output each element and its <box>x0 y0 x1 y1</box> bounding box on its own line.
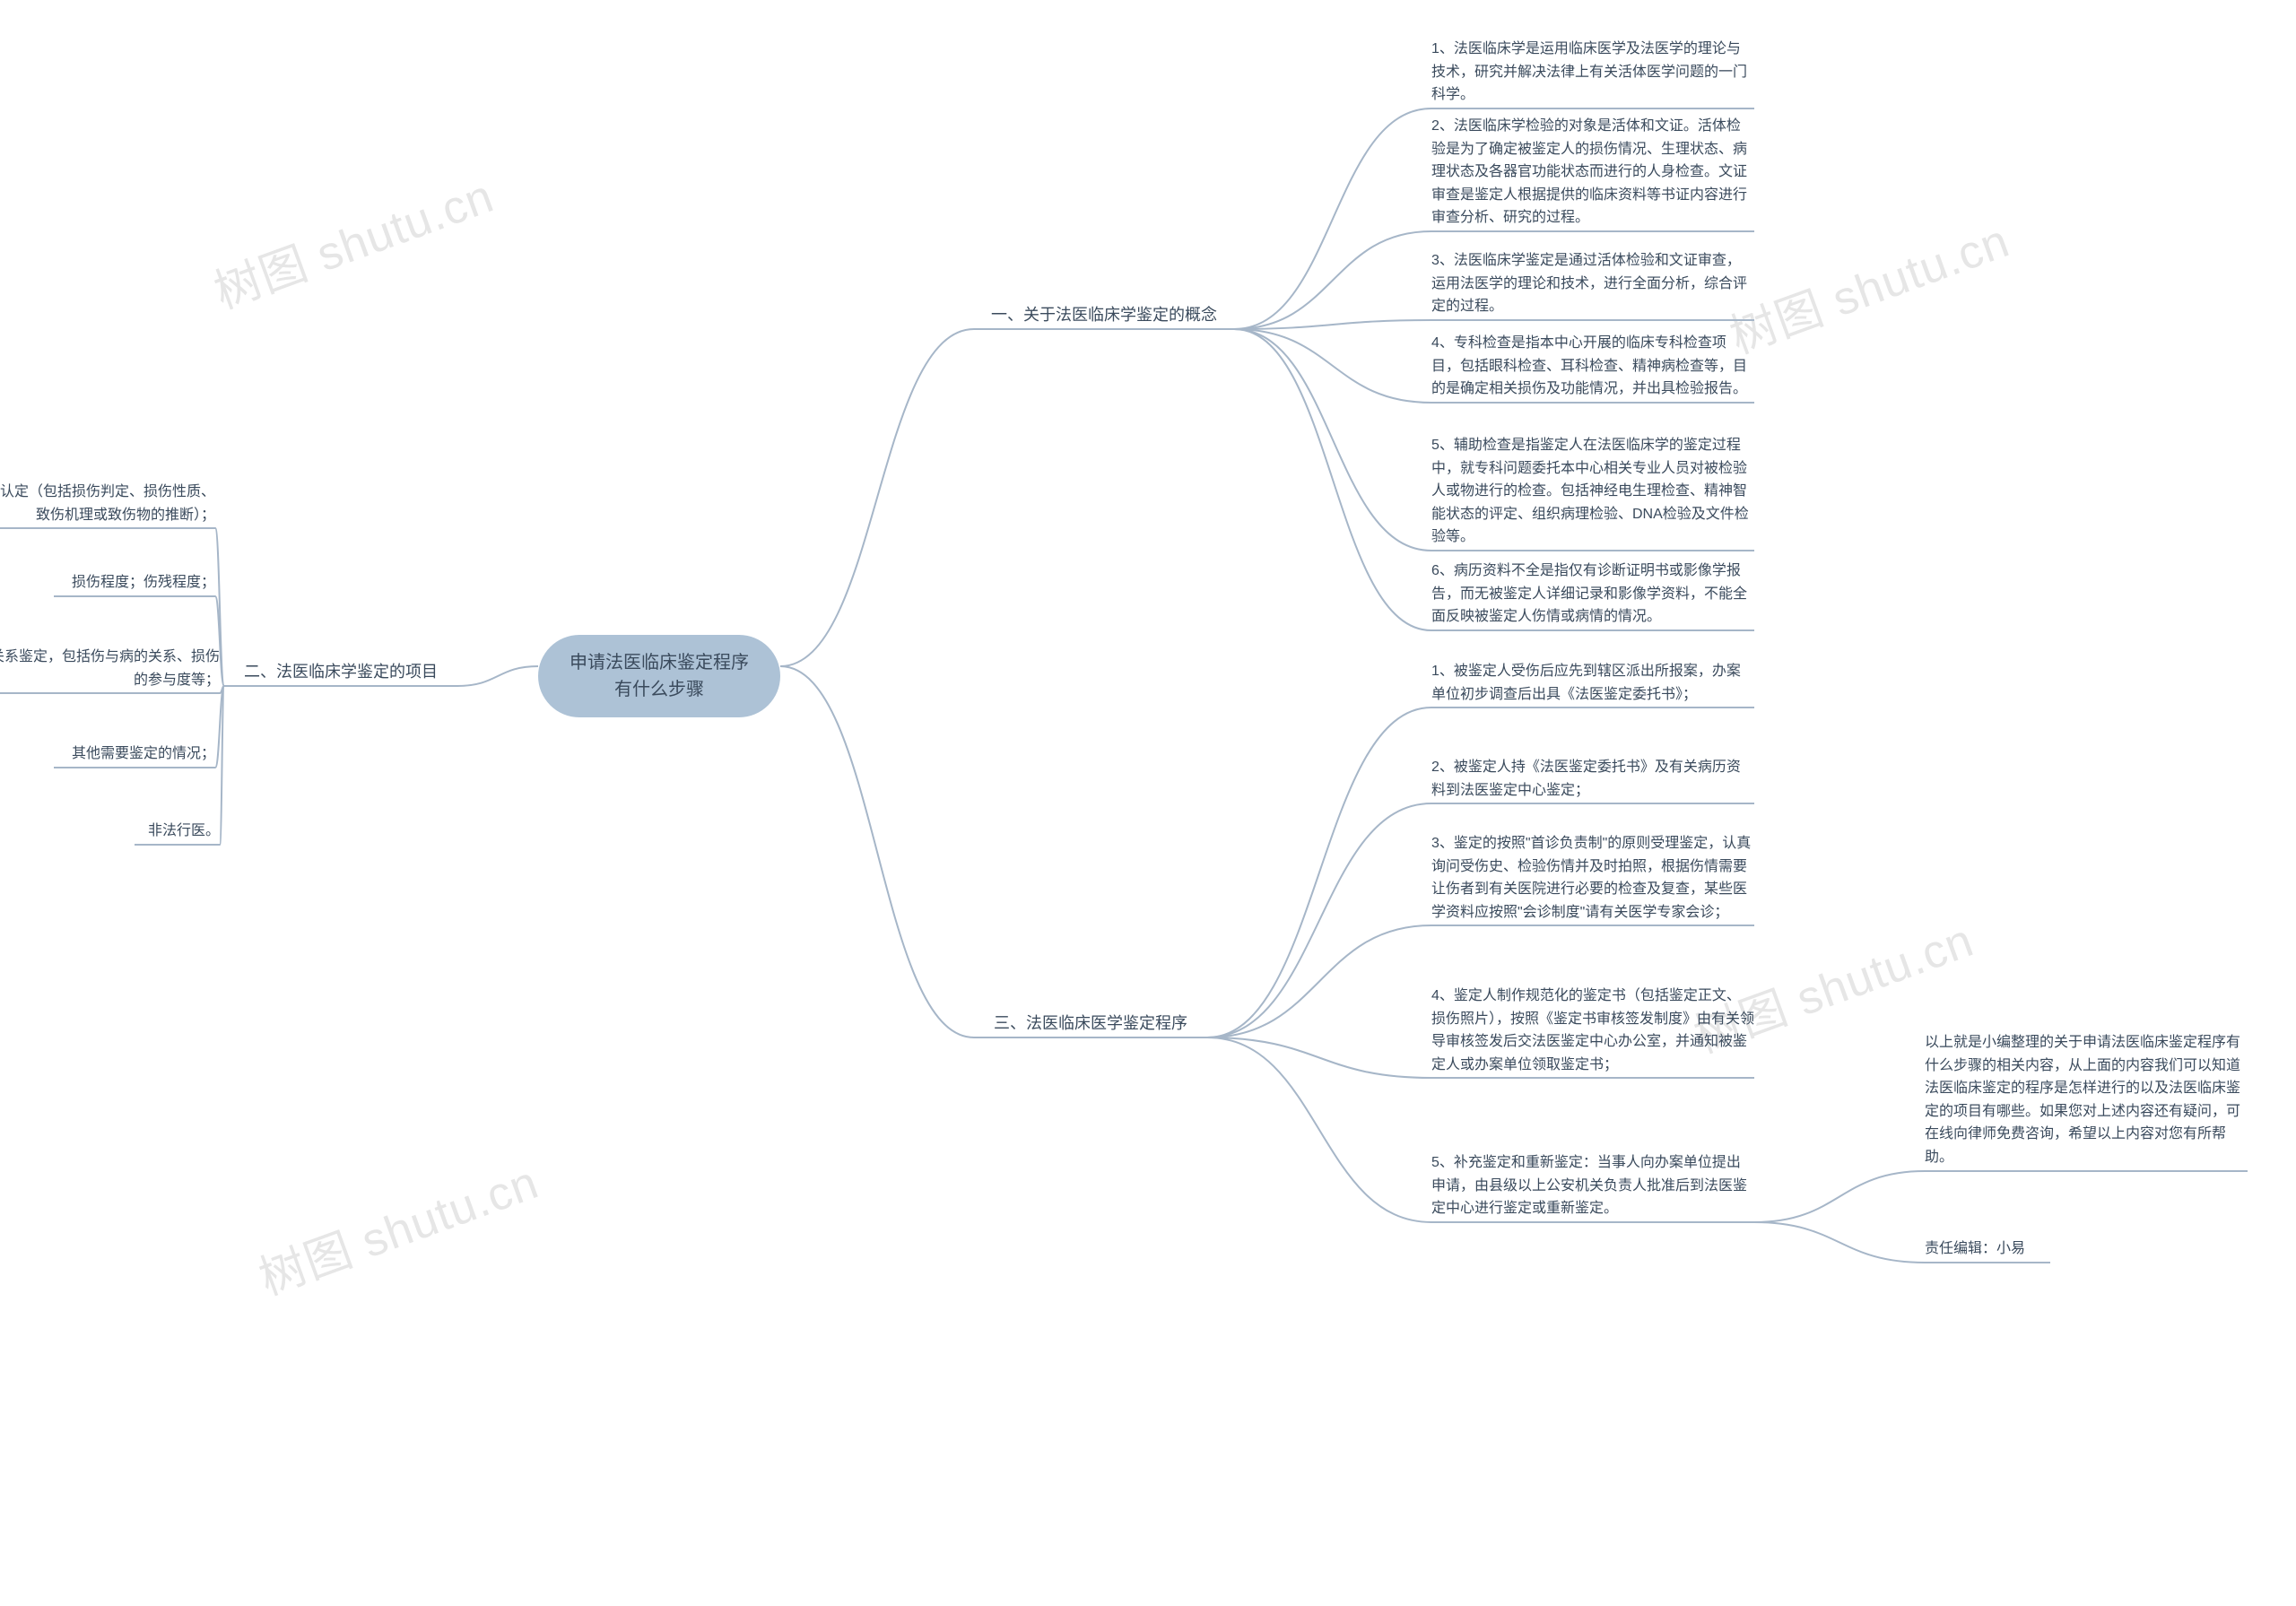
branch-node-1[interactable]: 二、法医临床学鉴定的项目 <box>224 660 457 684</box>
leaf-node-2-2-label: 3、鉴定的按照"首诊负责制"的原则受理鉴定，认真询问受伤史、检验伤情并及时拍照，… <box>1431 832 1754 924</box>
leaf-node-1-0: 损伤认定（包括损伤判定、损伤性质、致伤机理或致伤物的推断）； <box>0 481 215 526</box>
root-node[interactable]: 申请法医临床鉴定程序有什么步骤 <box>538 635 780 717</box>
leaf-node-0-3: 4、专科检查是指本中心开展的临床专科检查项目，包括眼科检查、耳科检查、精神病检查… <box>1431 332 1754 401</box>
watermark: 树图 shutu.cn <box>1719 204 2017 367</box>
leaf-node-2-3: 4、鉴定人制作规范化的鉴定书（包括鉴定正文、损伤照片），按照《鉴定书审核签发制度… <box>1431 985 1754 1076</box>
leaf-node-2-2: 3、鉴定的按照"首诊负责制"的原则受理鉴定，认真询问受伤史、检验伤情并及时拍照，… <box>1431 832 1754 924</box>
leaf-node-2-4-label: 5、补充鉴定和重新鉴定：当事人向办案单位提出申请，由县级以上公安机关负责人批准后… <box>1431 1151 1754 1220</box>
watermark: 树图 shutu.cn <box>248 1145 546 1308</box>
leaf-node-0-0-label: 1、法医临床学是运用临床医学及法医学的理论与技术，研究并解决法律上有关活体医学问… <box>1431 38 1754 107</box>
branch-node-0-label: 一、关于法医临床学鉴定的概念 <box>991 303 1217 327</box>
leaf-node-2-4-1-label: 责任编辑：小易 <box>1925 1237 2025 1261</box>
leaf-node-0-1-label: 2、法医临床学检验的对象是活体和文证。活体检验是为了确定被鉴定人的损伤情况、生理… <box>1431 115 1754 230</box>
leaf-node-1-1-label: 损伤程度；伤残程度； <box>72 571 215 595</box>
leaf-node-2-1: 2、被鉴定人持《法医鉴定委托书》及有关病历资料到法医鉴定中心鉴定； <box>1431 756 1754 802</box>
watermark: 树图 shutu.cn <box>204 159 501 322</box>
leaf-node-0-2: 3、法医临床学鉴定是通过活体检验和文证审查，运用法医学的理论和技术，进行全面分析… <box>1431 249 1754 318</box>
leaf-node-1-2-label: 因果关系鉴定，包括伤与病的关系、损伤的参与度等； <box>0 646 220 691</box>
leaf-node-1-0-label: 损伤认定（包括损伤判定、损伤性质、致伤机理或致伤物的推断）； <box>0 481 215 526</box>
branch-node-0[interactable]: 一、关于法医临床学鉴定的概念 <box>974 303 1234 327</box>
branch-node-1-label: 二、法医临床学鉴定的项目 <box>244 660 438 684</box>
leaf-node-2-4-1: 责任编辑：小易 <box>1925 1237 2050 1261</box>
leaf-node-0-4: 5、辅助检查是指鉴定人在法医临床学的鉴定过程中，就专科问题委托本中心相关专业人员… <box>1431 434 1754 549</box>
leaf-node-1-3-label: 其他需要鉴定的情况； <box>72 742 215 766</box>
branch-node-2-label: 三、法医临床医学鉴定程序 <box>994 1011 1187 1036</box>
leaf-node-1-4-label: 非法行医。 <box>148 820 220 843</box>
root-label: 申请法医临床鉴定程序有什么步骤 <box>567 649 752 703</box>
leaf-node-2-1-label: 2、被鉴定人持《法医鉴定委托书》及有关病历资料到法医鉴定中心鉴定； <box>1431 756 1754 802</box>
leaf-node-0-1: 2、法医临床学检验的对象是活体和文证。活体检验是为了确定被鉴定人的损伤情况、生理… <box>1431 115 1754 230</box>
leaf-node-2-0: 1、被鉴定人受伤后应先到辖区派出所报案，办案单位初步调查后出具《法医鉴定委托书》… <box>1431 660 1754 706</box>
leaf-node-1-3: 其他需要鉴定的情况； <box>54 742 215 766</box>
leaf-node-0-5-label: 6、病历资料不全是指仅有诊断证明书或影像学报告，而无被鉴定人详细记录和影像学资料… <box>1431 560 1754 629</box>
leaf-node-0-4-label: 5、辅助检查是指鉴定人在法医临床学的鉴定过程中，就专科问题委托本中心相关专业人员… <box>1431 434 1754 549</box>
leaf-node-2-3-label: 4、鉴定人制作规范化的鉴定书（包括鉴定正文、损伤照片），按照《鉴定书审核签发制度… <box>1431 985 1754 1076</box>
leaf-node-1-1: 损伤程度；伤残程度； <box>54 571 215 595</box>
branch-node-2[interactable]: 三、法医临床医学鉴定程序 <box>974 1011 1207 1036</box>
leaf-node-2-0-label: 1、被鉴定人受伤后应先到辖区派出所报案，办案单位初步调查后出具《法医鉴定委托书》… <box>1431 660 1754 706</box>
leaf-node-0-3-label: 4、专科检查是指本中心开展的临床专科检查项目，包括眼科检查、耳科检查、精神病检查… <box>1431 332 1754 401</box>
leaf-node-0-5: 6、病历资料不全是指仅有诊断证明书或影像学报告，而无被鉴定人详细记录和影像学资料… <box>1431 560 1754 629</box>
leaf-node-2-4-0-label: 以上就是小编整理的关于申请法医临床鉴定程序有什么步骤的相关内容，从上面的内容我们… <box>1925 1031 2248 1169</box>
leaf-node-0-0: 1、法医临床学是运用临床医学及法医学的理论与技术，研究并解决法律上有关活体医学问… <box>1431 38 1754 107</box>
leaf-node-1-4: 非法行医。 <box>135 820 220 843</box>
mindmap-canvas: 树图 shutu.cn 树图 shutu.cn 树图 shutu.cn 树图 s… <box>0 0 2296 1606</box>
leaf-node-1-2: 因果关系鉴定，包括伤与病的关系、损伤的参与度等； <box>0 646 220 691</box>
leaf-node-2-4: 5、补充鉴定和重新鉴定：当事人向办案单位提出申请，由县级以上公安机关负责人批准后… <box>1431 1151 1754 1220</box>
leaf-node-0-2-label: 3、法医临床学鉴定是通过活体检验和文证审查，运用法医学的理论和技术，进行全面分析… <box>1431 249 1754 318</box>
leaf-node-2-4-0: 以上就是小编整理的关于申请法医临床鉴定程序有什么步骤的相关内容，从上面的内容我们… <box>1925 1031 2248 1169</box>
